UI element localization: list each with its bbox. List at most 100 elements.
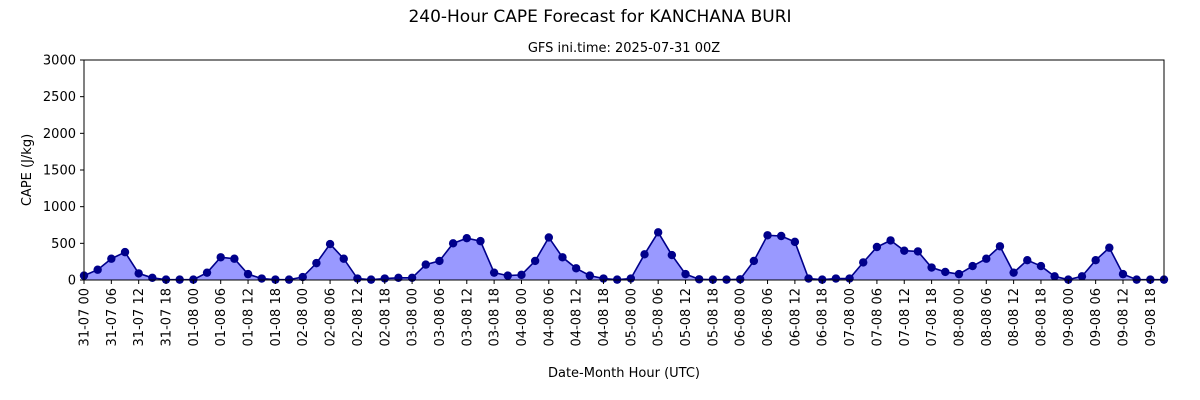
- x-tick-label: 31-07 00: [78, 288, 93, 346]
- x-axis-label: Date-Month Hour (UTC): [548, 366, 700, 381]
- x-tick-label: 04-08 18: [597, 288, 612, 346]
- x-tick-label: 01-08 12: [242, 288, 257, 346]
- x-tick-label: 09-08 18: [1144, 288, 1159, 346]
- data-point: [777, 231, 786, 241]
- data-point: [1118, 269, 1128, 279]
- data-point: [1009, 268, 1018, 277]
- data-point: [1077, 272, 1087, 281]
- data-point: [968, 261, 977, 271]
- data-point: [941, 267, 950, 277]
- data-point: [995, 242, 1005, 251]
- data-point: [886, 236, 895, 245]
- x-tick-label: 06-08 18: [816, 288, 831, 346]
- x-tick-label: 05-08 00: [624, 288, 639, 346]
- data-point: [517, 270, 526, 280]
- data-point: [544, 233, 554, 242]
- y-axis-ticks: 0 500 1000 1500 2000 2500 3000: [43, 54, 84, 289]
- x-tick-label: 04-08 12: [570, 288, 585, 346]
- data-point: [1105, 243, 1114, 252]
- x-tick-label: 02-08 00: [296, 288, 311, 346]
- data-point: [120, 247, 130, 257]
- y-tick-label: 500: [51, 237, 76, 252]
- x-tick-label: 03-08 18: [488, 288, 503, 346]
- data-point: [476, 236, 485, 246]
- x-tick-label: 06-08 00: [734, 288, 749, 346]
- x-tick-label: 02-08 12: [351, 288, 366, 346]
- data-point: [1023, 256, 1032, 265]
- data-point: [530, 256, 540, 266]
- data-point: [859, 258, 868, 267]
- data-point: [790, 237, 800, 247]
- data-point: [913, 247, 923, 256]
- y-tick-label: 1000: [43, 200, 76, 215]
- data-point: [394, 273, 403, 282]
- data-point: [1036, 261, 1046, 271]
- x-tick-label: 04-08 00: [515, 288, 530, 346]
- data-point: [448, 239, 458, 248]
- data-point: [667, 250, 677, 260]
- y-tick-label: 2000: [43, 127, 76, 142]
- y-tick-label: 2500: [43, 90, 76, 105]
- data-point: [216, 253, 225, 262]
- chart-subtitle: GFS ini.time: 2025-07-31 00Z: [528, 41, 720, 56]
- data-point: [982, 254, 991, 263]
- data-point-layer: [79, 228, 1169, 284]
- x-tick-label: 08-08 12: [1007, 288, 1022, 346]
- data-point: [571, 264, 581, 273]
- data-point: [749, 256, 759, 266]
- data-point: [243, 269, 253, 279]
- x-tick-label: 07-08 00: [843, 288, 858, 346]
- x-tick-label: 07-08 06: [870, 288, 885, 346]
- x-tick-label: 09-08 00: [1062, 288, 1077, 346]
- data-point: [107, 254, 116, 263]
- x-tick-label: 09-08 06: [1089, 288, 1104, 346]
- data-point: [353, 274, 362, 283]
- data-point: [421, 260, 430, 269]
- data-point: [202, 268, 212, 277]
- area-fill-layer: [84, 232, 1164, 280]
- x-tick-label: 07-08 12: [898, 288, 913, 346]
- data-point: [900, 246, 909, 255]
- x-tick-label: 02-08 18: [378, 288, 393, 346]
- data-point: [503, 271, 512, 280]
- x-tick-label: 08-08 06: [980, 288, 995, 346]
- y-tick-label: 1500: [43, 164, 76, 179]
- data-point: [134, 269, 143, 278]
- x-tick-label: 06-08 12: [788, 288, 803, 346]
- data-point: [339, 254, 348, 263]
- data-point: [804, 274, 813, 283]
- x-tick-label: 03-08 12: [460, 288, 475, 346]
- x-tick-label: 31-07 18: [160, 288, 175, 346]
- x-tick-label: 03-08 00: [406, 288, 421, 346]
- data-point: [954, 269, 964, 279]
- data-point: [831, 274, 841, 283]
- data-point: [558, 253, 567, 262]
- data-point: [763, 231, 772, 240]
- data-point: [927, 263, 936, 272]
- data-point: [681, 269, 690, 279]
- data-point: [736, 275, 745, 284]
- data-point: [257, 274, 266, 283]
- data-point: [312, 258, 321, 268]
- data-point: [489, 268, 499, 277]
- y-tick-label: 0: [68, 274, 76, 289]
- x-tick-label: 01-08 06: [214, 288, 229, 346]
- data-point: [435, 256, 444, 266]
- x-axis-ticks: 31-07 00 31-07 06 31-07 12 31-07 18 01-08 00…: [78, 280, 1159, 346]
- data-point: [462, 234, 471, 243]
- data-point: [1091, 256, 1100, 265]
- data-point: [93, 265, 102, 274]
- x-tick-label: 04-08 06: [542, 288, 557, 346]
- x-tick-label: 03-08 06: [433, 288, 448, 346]
- data-point: [872, 242, 882, 252]
- data-point: [653, 228, 663, 237]
- x-tick-label: 05-08 12: [679, 288, 694, 346]
- x-tick-label: 05-08 06: [652, 288, 667, 346]
- data-point: [845, 274, 854, 283]
- data-point: [230, 254, 239, 263]
- data-point: [1050, 272, 1059, 281]
- data-point: [599, 274, 608, 283]
- data-point: [694, 275, 704, 284]
- x-tick-label: 07-08 18: [925, 288, 940, 346]
